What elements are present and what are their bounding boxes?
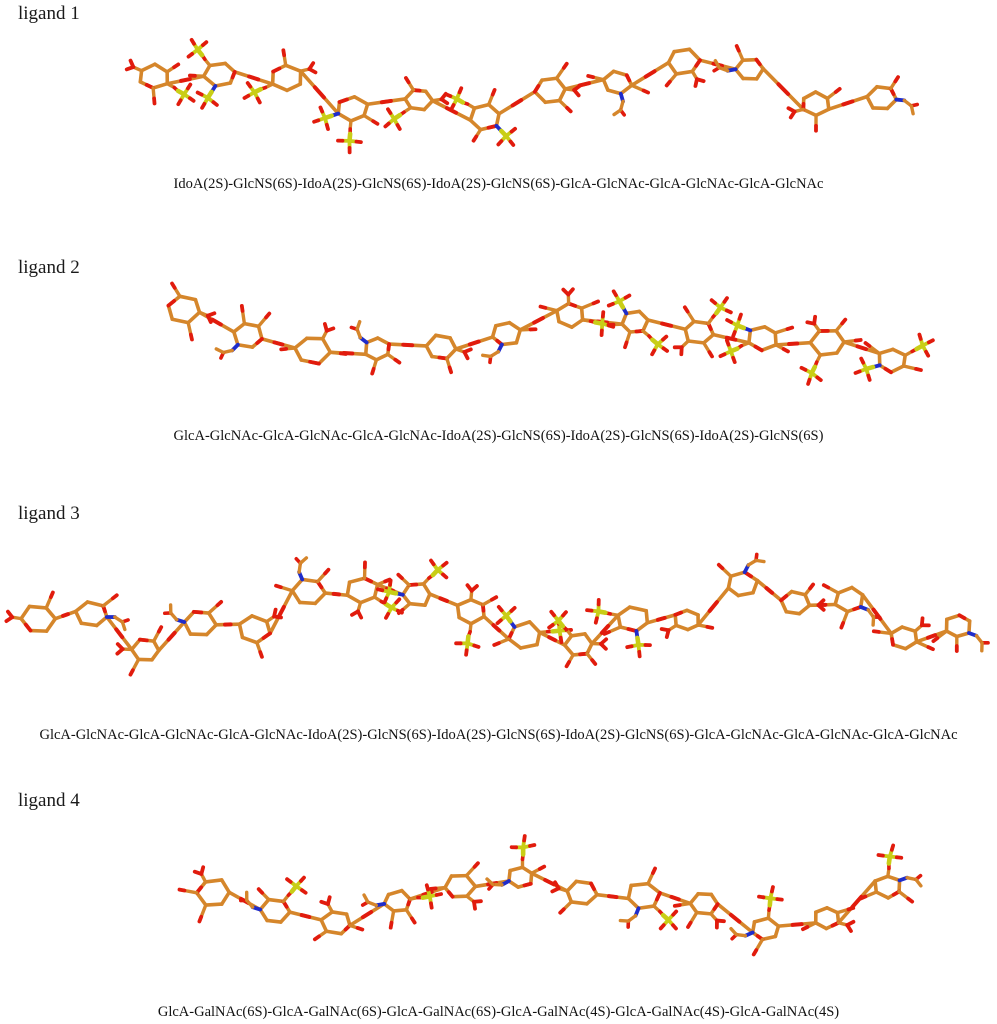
- ligand-4-structure: [177, 834, 923, 957]
- ligand-3-caption: GlcA-GlcNAc-GlcA-GlcNAc-GlcA-GlcNAc-IdoA…: [39, 727, 958, 743]
- ligand-1-structure: [124, 37, 920, 155]
- ligand-2-label: ligand 2: [18, 257, 80, 278]
- ligand-2-structure: [166, 281, 935, 386]
- ligand-4-label: ligand 4: [18, 790, 80, 811]
- ligand-4-caption: GlcA-GalNAc(6S)-GlcA-GalNAc(6S)-GlcA-Gal…: [157, 1004, 840, 1020]
- ligand-3-label: ligand 3: [18, 503, 80, 524]
- ligand-1-label: ligand 1: [18, 3, 80, 24]
- ligand-2-caption: GlcA-GlcNAc-GlcA-GlcNAc-GlcA-GlcNAc-IdoA…: [173, 428, 824, 444]
- ligand-3-structure: [4, 552, 990, 677]
- ligand-1-caption: IdoA(2S)-GlcNS(6S)-IdoA(2S)-GlcNS(6S)-Id…: [173, 176, 824, 192]
